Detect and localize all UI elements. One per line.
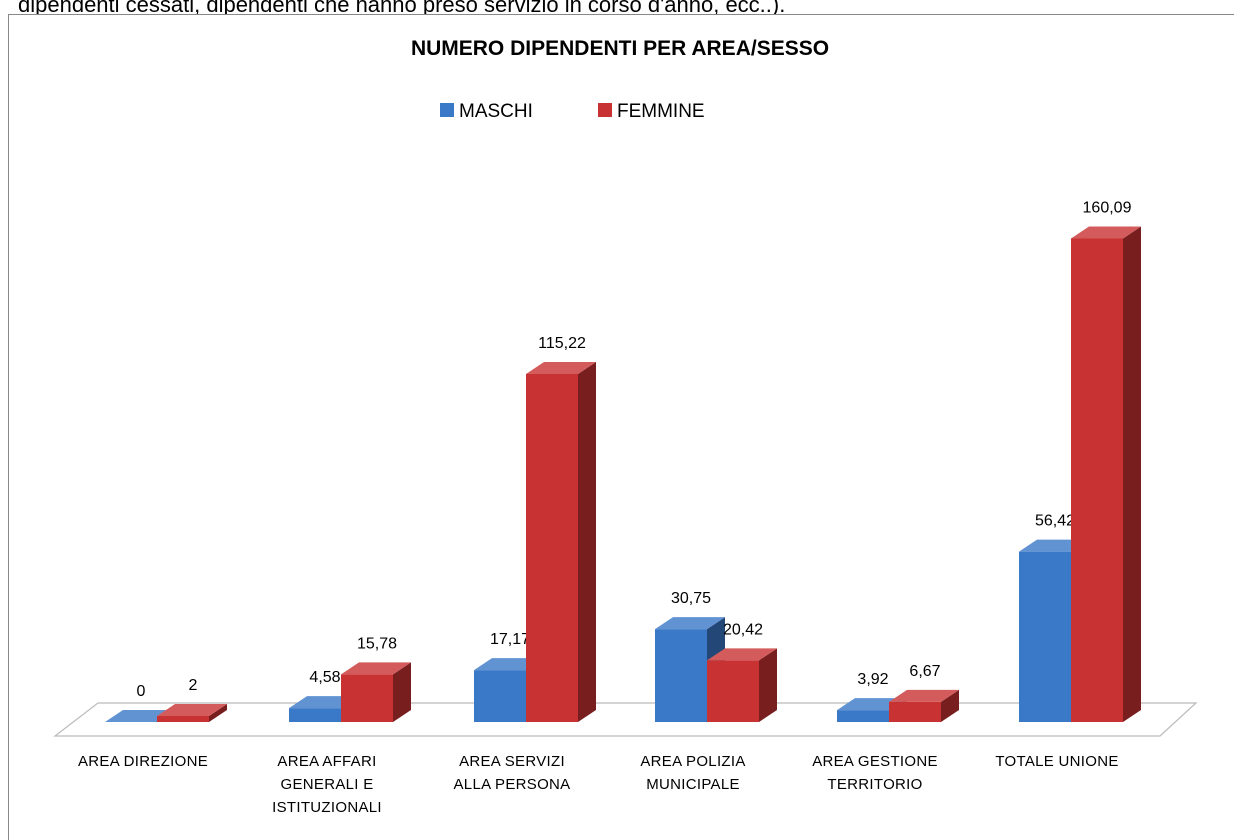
bar-front [341, 674, 393, 722]
data-label: 3,92 [857, 671, 888, 688]
bar-side [941, 689, 959, 722]
legend-swatch [598, 103, 612, 117]
bar-top [341, 662, 411, 675]
bar-side [578, 362, 596, 722]
data-label: 0 [137, 683, 146, 700]
x-tick-label: AREA SERVIZI ALLA PERSONA [453, 753, 571, 793]
bar-side [393, 662, 411, 722]
data-label: 160,09 [1083, 200, 1132, 217]
bar-front [289, 708, 341, 722]
data-label: 4,58 [309, 669, 340, 686]
bar-front [707, 660, 759, 722]
data-label: 2 [189, 677, 198, 694]
bar-front [474, 670, 526, 722]
data-label: 20,42 [723, 621, 763, 638]
bar [526, 362, 596, 722]
bar-front [1019, 551, 1071, 722]
bar-top [889, 689, 959, 702]
data-label: 6,67 [909, 663, 940, 680]
bar-front [157, 715, 209, 722]
x-tick-label: AREA DIREZIONE [77, 753, 209, 770]
bar-front [655, 629, 707, 722]
data-label: 115,22 [538, 335, 586, 352]
bar-side [209, 703, 227, 722]
x-tick-label: TOTALE UNIONE [995, 753, 1119, 770]
legend-label: FEMMINE [617, 101, 705, 122]
bar-front [526, 374, 578, 722]
x-tick-label: AREA GESTIONE TERRITORIO [812, 753, 938, 793]
bar-front [889, 701, 941, 722]
x-tick-label: AREA AFFARI GENERALI E ISTITUZIONALI [272, 753, 382, 816]
bar [707, 648, 777, 722]
x-tick-label: AREA POLIZIA MUNICIPALE [640, 753, 746, 793]
header-text: dipendenti cessati, dipendenti che hanno… [18, 0, 785, 17]
bar-front [1071, 238, 1123, 722]
bar-front [837, 710, 889, 722]
legend-swatch [440, 103, 454, 117]
bar-top [157, 703, 227, 716]
bar-side [1123, 226, 1141, 722]
bar-top [1071, 226, 1141, 239]
chart-title: NUMERO DIPENDENTI PER AREA/SESSO [411, 37, 829, 60]
bar-top [707, 648, 777, 661]
legend-label: MASCHI [459, 101, 533, 122]
bar [157, 703, 227, 722]
data-label: 15,78 [357, 635, 397, 652]
data-label: 17,17 [490, 631, 530, 648]
bar [1071, 226, 1141, 722]
bar-top [655, 617, 725, 630]
bar-top [526, 362, 596, 375]
data-label: 30,75 [671, 590, 711, 607]
bar [889, 689, 959, 722]
bar-side [759, 648, 777, 722]
bar [341, 662, 411, 722]
data-label: 56,42 [1035, 513, 1075, 530]
